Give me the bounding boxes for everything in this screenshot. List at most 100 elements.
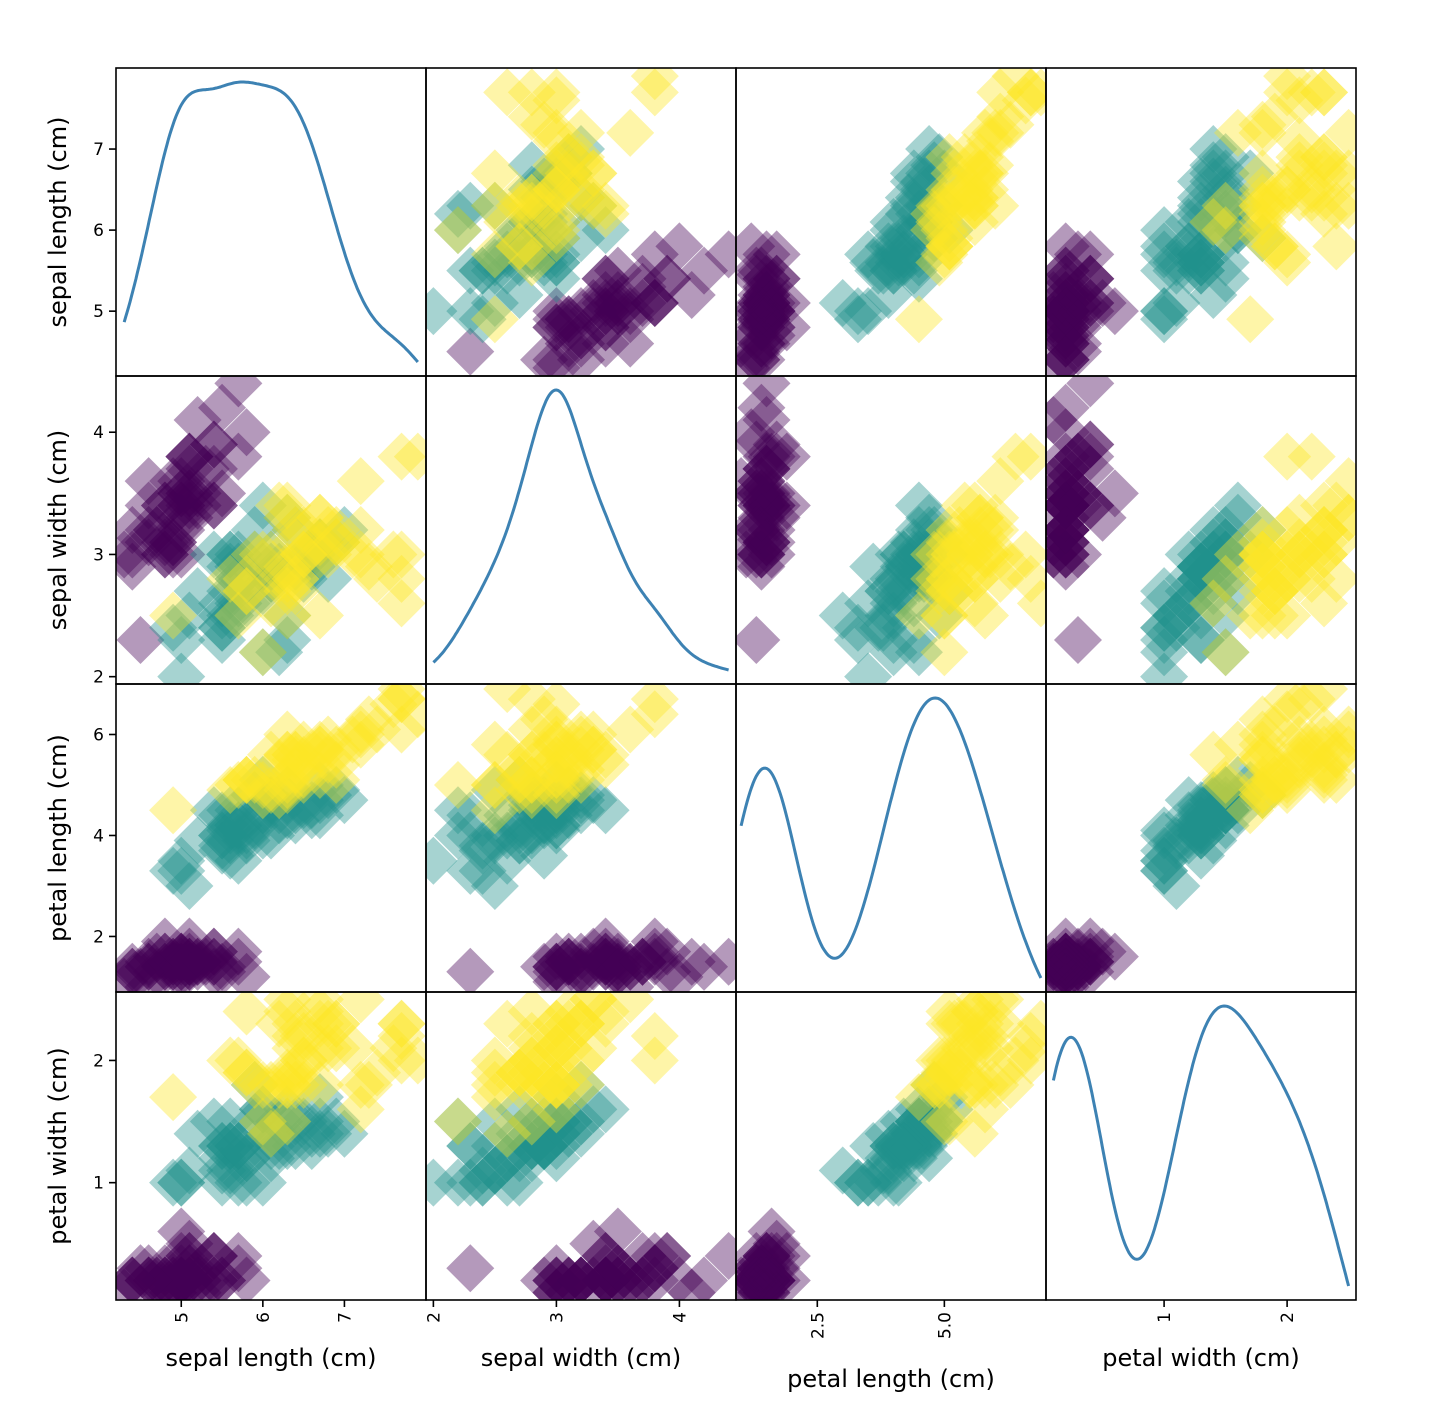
data-point	[470, 1060, 519, 1109]
data-point	[950, 181, 999, 230]
data-point	[630, 1232, 679, 1280]
data-point	[1287, 68, 1336, 117]
data-point	[1177, 238, 1225, 287]
data-point	[1046, 311, 1090, 360]
data-point	[263, 542, 312, 591]
data-point	[1263, 165, 1312, 214]
data-point	[157, 1158, 206, 1207]
data-point	[433, 760, 482, 809]
data-point	[1189, 530, 1238, 579]
data-point	[312, 725, 361, 774]
data-point	[1046, 444, 1090, 493]
data-point	[295, 1109, 344, 1158]
data-point	[630, 1012, 679, 1060]
data-point	[747, 481, 796, 530]
data-point	[157, 952, 206, 992]
data-point	[157, 457, 206, 506]
data-point	[1275, 149, 1324, 198]
data-point	[1201, 766, 1250, 815]
data-point	[1201, 518, 1250, 567]
data-point	[271, 1060, 320, 1109]
y-axis-label-sepal-width: sepal width (cm)	[44, 430, 72, 631]
data-point	[1300, 740, 1349, 789]
data-point	[1238, 214, 1287, 263]
data-point	[532, 214, 581, 263]
data-point	[1201, 766, 1250, 815]
data-point	[520, 781, 569, 830]
data-point	[643, 254, 692, 303]
data-point	[874, 238, 923, 287]
data-point	[446, 1122, 495, 1170]
data-point	[238, 1085, 287, 1134]
data-point	[1046, 506, 1090, 554]
data-point	[520, 1122, 569, 1170]
data-point	[507, 230, 556, 279]
data-point	[140, 530, 189, 579]
data-point	[1250, 554, 1299, 603]
data-point	[1177, 811, 1225, 860]
data-point	[532, 735, 581, 784]
data-point	[1226, 786, 1275, 835]
data-point	[1189, 270, 1238, 319]
data-point	[157, 616, 206, 664]
data-point	[925, 165, 974, 214]
data-point	[630, 1256, 679, 1300]
data-point	[507, 165, 556, 214]
data-point	[581, 927, 630, 976]
data-point	[295, 1024, 344, 1073]
data-point	[165, 1146, 214, 1195]
data-point	[507, 1134, 556, 1183]
data-point	[198, 811, 247, 860]
data-point	[950, 149, 999, 198]
data-point	[1263, 238, 1312, 287]
data-point	[312, 755, 361, 804]
data-point	[736, 222, 776, 271]
data-point	[581, 270, 630, 319]
data-point	[1090, 287, 1139, 336]
data-point	[532, 755, 581, 804]
data-point	[495, 816, 544, 865]
data-point	[950, 1060, 999, 1109]
data-point	[238, 1158, 287, 1207]
data-point	[894, 189, 943, 238]
data-point	[295, 1097, 344, 1146]
data-point	[214, 1244, 263, 1293]
data-point	[905, 1134, 954, 1183]
data-point	[1046, 481, 1090, 530]
data-point	[520, 1122, 569, 1170]
data-point	[920, 591, 969, 640]
y-tick-label: 4	[93, 826, 104, 846]
data-point	[495, 1122, 544, 1170]
data-point	[849, 1122, 898, 1170]
data-point	[742, 270, 791, 319]
data-point	[950, 1024, 999, 1073]
data-point	[752, 1244, 801, 1293]
data-point	[1250, 173, 1299, 222]
data-point	[971, 108, 1020, 157]
data-point	[1140, 567, 1189, 616]
data-point	[1053, 927, 1102, 976]
data-point	[247, 766, 295, 815]
data-point	[157, 932, 206, 981]
data-point	[544, 937, 593, 986]
data-point	[222, 952, 271, 992]
data-point	[344, 695, 393, 744]
data-point	[752, 481, 801, 530]
data-point	[557, 173, 605, 222]
data-point	[905, 1109, 954, 1158]
data-point	[945, 530, 994, 579]
data-point	[940, 189, 989, 238]
data-point	[1300, 68, 1349, 117]
data-point	[742, 518, 791, 567]
panel-petal-width-vs-petal-width	[1051, 1004, 1351, 1287]
data-point	[737, 493, 786, 542]
data-point	[884, 1122, 933, 1170]
data-point	[736, 530, 771, 579]
data-point	[940, 1024, 989, 1073]
data-point	[165, 927, 214, 976]
data-point	[206, 1122, 255, 1170]
data-point	[630, 937, 679, 986]
data-point	[593, 270, 642, 319]
data-point	[149, 591, 198, 640]
data-point	[189, 1256, 238, 1300]
